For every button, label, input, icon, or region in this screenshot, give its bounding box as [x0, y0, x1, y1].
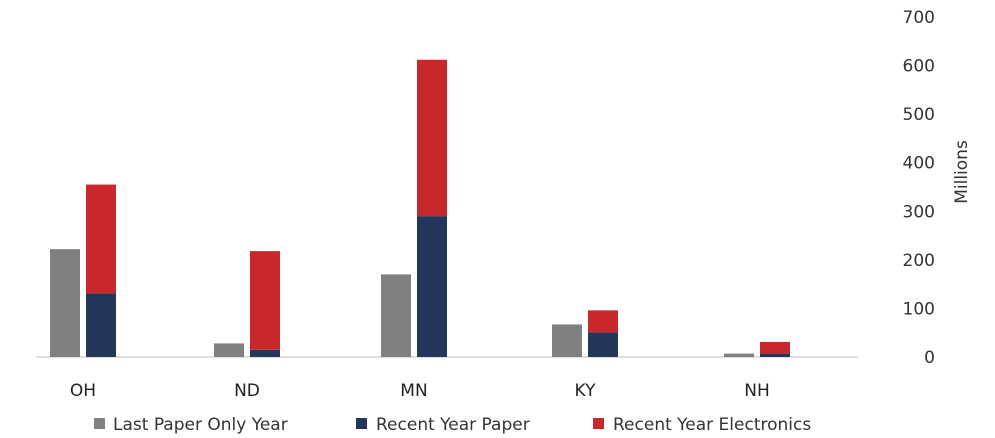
x-category-label: KY [575, 381, 597, 401]
legend-swatch-last-paper [94, 418, 105, 429]
y-tick-label: 700 [903, 8, 935, 28]
bar-recent-paper-ky [588, 332, 618, 357]
y-tick-label: 200 [903, 251, 935, 271]
legend-label-recent-electronics: Recent Year Electronics [613, 415, 811, 435]
bar-last-paper-nh [724, 353, 754, 357]
y-tick-label: 300 [903, 202, 935, 222]
bar-last-paper-nd [214, 343, 244, 357]
bar-recent-paper-nd [250, 349, 280, 357]
bar-recent-electronics-nd [250, 251, 280, 350]
y-tick-label: 600 [903, 57, 935, 77]
y-tick-label: 100 [903, 299, 935, 319]
x-category-label: ND [234, 381, 260, 401]
x-category-label: MN [400, 381, 427, 401]
bars [50, 59, 790, 357]
bar-recent-paper-mn [417, 216, 447, 357]
bar-last-paper-ky [552, 324, 582, 357]
y-tick-label: 0 [924, 348, 935, 368]
bar-recent-electronics-oh [86, 184, 116, 294]
bar-recent-electronics-ky [588, 310, 618, 333]
bar-last-paper-oh [50, 249, 80, 357]
bar-last-paper-mn [381, 274, 411, 357]
y-axis-label: Millions [952, 140, 972, 204]
y-ticks: 0 100 200 300 400 500 600 700 [903, 8, 935, 368]
y-tick-label: 500 [903, 105, 935, 125]
bar-recent-paper-nh [760, 353, 790, 357]
legend-label-last-paper: Last Paper Only Year [113, 415, 288, 435]
bar-recent-electronics-mn [417, 59, 447, 217]
legend: Last Paper Only Year Recent Year Paper R… [94, 415, 811, 435]
legend-swatch-recent-paper [356, 418, 367, 429]
y-tick-label: 400 [903, 154, 935, 174]
bar-recent-electronics-nh [760, 341, 790, 354]
legend-label-recent-paper: Recent Year Paper [376, 415, 530, 435]
bar-recent-paper-oh [86, 293, 116, 357]
x-categories: OH ND MN KY NH [70, 381, 770, 401]
legend-swatch-recent-electronics [593, 418, 604, 429]
x-category-label: NH [744, 381, 770, 401]
x-category-label: OH [70, 381, 96, 401]
